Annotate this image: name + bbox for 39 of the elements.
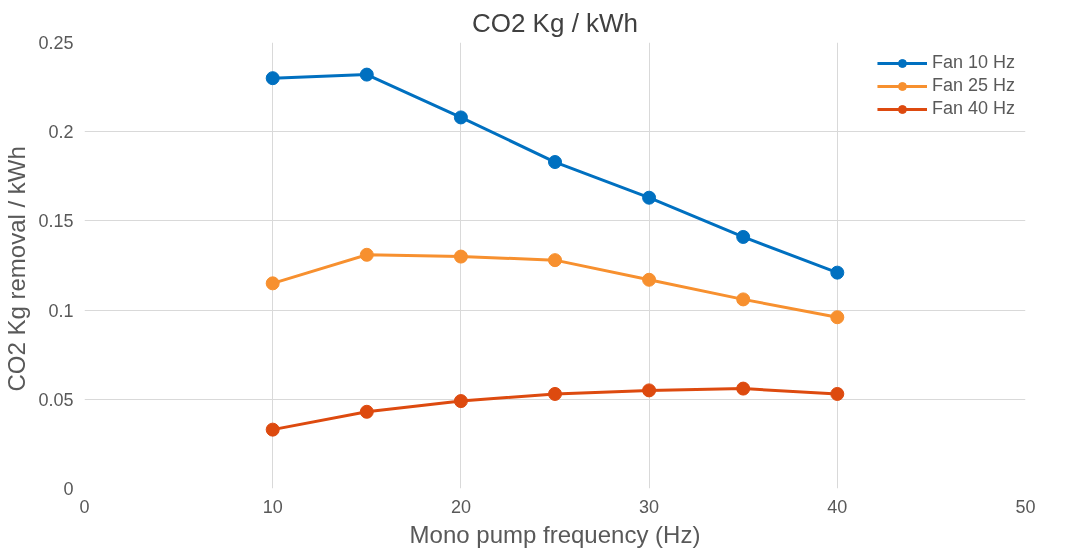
legend-label: Fan 40 Hz: [931, 98, 1015, 119]
y-tick-label: 0: [63, 479, 74, 499]
point: [548, 155, 562, 170]
point: [642, 272, 657, 287]
point: [830, 310, 845, 325]
x-tick-label: 40: [827, 496, 848, 517]
point: [830, 386, 845, 401]
point: [265, 422, 280, 437]
point: [642, 190, 657, 205]
point: [642, 383, 657, 398]
y-tick-label: 0.2: [48, 122, 74, 143]
y-tick-label: 0.15: [38, 211, 74, 232]
x-axis-title: Mono pump frequency (Hz): [409, 520, 701, 548]
x-tick-label: 50: [1015, 496, 1036, 517]
chart-title: CO2 Kg / kWh: [471, 7, 639, 38]
x-tick-label: 10: [262, 496, 283, 517]
legend-label: Fan 25 Hz: [931, 75, 1015, 96]
y-axis-title: CO2 Kg removal / kWh: [3, 146, 31, 392]
x-tick-label: 20: [450, 496, 471, 517]
point: [359, 404, 374, 419]
y-tick-label: 0.25: [38, 33, 74, 53]
point: [736, 229, 751, 244]
point: [265, 276, 280, 291]
point: [359, 247, 374, 262]
x-tick-label: 30: [639, 496, 660, 517]
point: [453, 394, 468, 409]
point: [453, 110, 468, 125]
legend-label: Fan 10 Hz: [931, 52, 1015, 73]
y-tick-label: 0.1: [48, 300, 74, 321]
point: [548, 253, 562, 268]
x-tick-label: 0: [79, 496, 90, 517]
y-tick-label: 0.05: [38, 389, 74, 410]
point: [736, 292, 751, 307]
point: [453, 249, 468, 264]
point: [830, 265, 845, 280]
point: [736, 381, 751, 396]
point: [548, 386, 562, 401]
point: [359, 67, 374, 82]
point: [265, 71, 280, 86]
